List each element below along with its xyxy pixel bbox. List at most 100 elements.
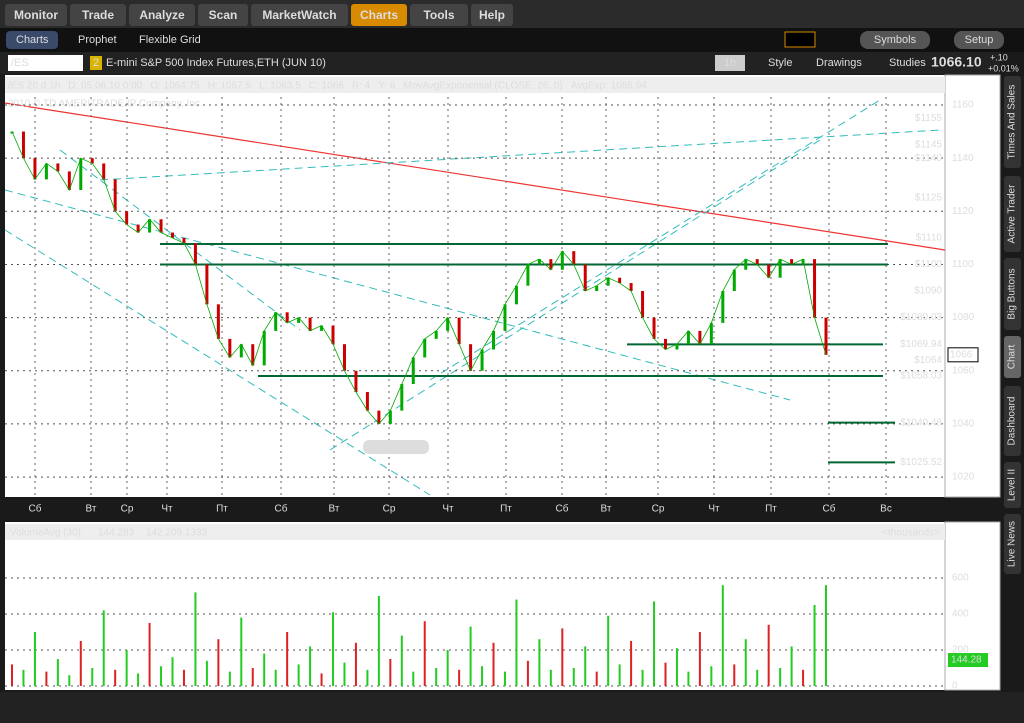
side-tab-label[interactable]: Big Buttons <box>1007 268 1018 319</box>
volume-bar <box>641 669 644 687</box>
symbol-field[interactable] <box>784 31 816 48</box>
side-tab-label[interactable]: Chart <box>1007 345 1018 370</box>
menu-tab-label[interactable]: MarketWatch <box>262 8 336 22</box>
x-tick-label: Пт <box>216 504 228 515</box>
volume-bar <box>263 653 266 687</box>
menu-tab-label[interactable]: Monitor <box>14 8 58 22</box>
info-item: MovAvgExponential (CLOSE, 26, 0) <box>403 81 562 92</box>
x-tick-label: Ср <box>652 504 665 515</box>
y-tick-label: 1040 <box>952 419 975 430</box>
side-tab[interactable] <box>1004 336 1021 378</box>
menu-tab-label[interactable]: Help <box>479 8 505 22</box>
menu-tab-label[interactable]: Scan <box>209 8 238 22</box>
volume-bar <box>205 660 208 687</box>
menu-tab[interactable] <box>351 4 407 26</box>
button[interactable] <box>954 31 1004 49</box>
menu-tab-label[interactable]: Trade <box>82 8 114 22</box>
volume-bar <box>515 599 518 687</box>
y-tick-label: 1080 <box>952 312 975 323</box>
y-tick-label: 600 <box>952 573 969 584</box>
level-label: $1058.03 <box>900 371 942 382</box>
side-tab[interactable] <box>1004 258 1021 330</box>
volume-bar <box>297 664 300 687</box>
level-label: $1110 <box>916 233 943 244</box>
volume-bar <box>423 621 426 687</box>
change-pct: +0.01% <box>988 63 1019 73</box>
volume-bar <box>710 666 713 687</box>
menu-tab-label[interactable]: Analyze <box>139 8 185 22</box>
volume-bar <box>354 642 357 687</box>
symbol-box[interactable] <box>8 55 83 71</box>
menu-tab[interactable] <box>198 4 248 26</box>
volume-bar <box>664 662 667 687</box>
last-price: 1066.10 <box>931 54 982 70</box>
period[interactable]: 1h <box>724 57 736 69</box>
toolbar-button[interactable]: Style <box>768 57 792 69</box>
volume-bar <box>56 659 59 687</box>
volume-badge-label: 144.28 <box>951 655 982 666</box>
volume-bar <box>561 628 564 687</box>
side-tab-label[interactable]: Live News <box>1007 521 1018 567</box>
toolbar-button[interactable]: Drawings <box>816 57 862 69</box>
subtab[interactable]: Prophet <box>78 34 117 46</box>
menu-tab-label[interactable]: Tools <box>423 8 454 22</box>
volume-bar <box>767 624 770 687</box>
volume-bar <box>549 669 552 687</box>
side-tab-label[interactable]: Dashboard <box>1007 397 1018 446</box>
annotation-box <box>363 440 429 454</box>
button-label[interactable]: Setup <box>965 34 994 46</box>
info-item: R: 4 <box>352 81 371 92</box>
volume-bar <box>584 646 587 687</box>
y-tick-label: 200 <box>952 645 969 656</box>
volume-bar <box>114 669 117 687</box>
link: 2 <box>93 57 99 69</box>
last-badge-label: 1066 <box>950 349 973 360</box>
volume-bar <box>182 669 185 687</box>
menu-tab[interactable] <box>70 4 126 26</box>
y-tick-label: 400 <box>952 609 969 620</box>
button[interactable] <box>860 31 930 49</box>
volume-bar <box>160 666 163 687</box>
level-label: $1090 <box>914 286 942 297</box>
side-tab-label[interactable]: Level II <box>1007 469 1018 501</box>
menu-tab[interactable] <box>410 4 468 26</box>
volume-bar <box>481 666 484 687</box>
period-box[interactable] <box>715 55 745 71</box>
volume-bar <box>653 601 656 687</box>
menu-tab[interactable] <box>251 4 348 26</box>
subtab[interactable]: Charts <box>16 34 49 46</box>
toolbar-button[interactable]: Studies <box>889 57 926 69</box>
volume-bar <box>251 668 254 687</box>
menu-tab[interactable] <box>471 4 513 26</box>
menu-tab[interactable] <box>129 4 195 26</box>
symbol[interactable]: /ES <box>11 57 29 69</box>
side-tab[interactable] <box>1004 386 1021 456</box>
level-label: $1125 <box>915 193 943 204</box>
menu-tab-label[interactable]: Charts <box>360 8 398 22</box>
status-bar <box>0 692 1024 723</box>
info-item: L: 1063.5 <box>259 81 301 92</box>
volume-units: <thousands> <box>882 528 940 539</box>
price-line <box>11 131 827 425</box>
subtab[interactable]: Flexible Grid <box>139 34 201 46</box>
x-tick-label: Чт <box>708 504 720 515</box>
side-tab-label[interactable]: Times And Sales <box>1007 85 1018 160</box>
volume-bar <box>790 646 793 687</box>
volume-bar <box>91 668 94 687</box>
side-tab-label[interactable]: Active Trader <box>1007 184 1018 244</box>
button-label[interactable]: Symbols <box>874 34 917 46</box>
volume-bar <box>33 632 36 687</box>
side-tab[interactable] <box>1004 514 1021 574</box>
link-box <box>90 56 102 70</box>
volume-bar <box>469 626 472 687</box>
side-tab[interactable] <box>1004 176 1021 252</box>
side-tab[interactable] <box>1004 462 1021 508</box>
subtab-active[interactable] <box>6 31 58 49</box>
volume-bar <box>538 639 541 687</box>
y-tick-label: 1100 <box>952 259 974 270</box>
menu-tab[interactable] <box>5 4 67 26</box>
side-tab[interactable] <box>1004 76 1021 168</box>
volume-bar <box>274 669 277 687</box>
volume-bar <box>148 622 151 687</box>
